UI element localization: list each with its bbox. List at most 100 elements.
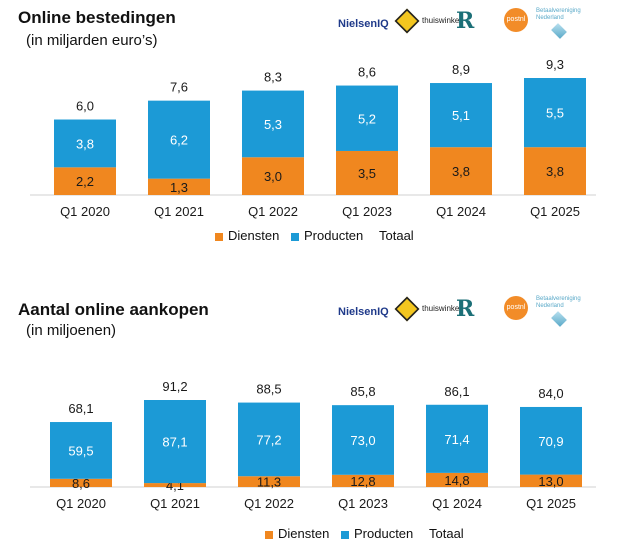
category-label: Q1 2024 — [436, 204, 486, 219]
chart-aantal-online-aankopen: 8,6 59,5 68,1 Q1 2020 4,1 87,1 91,2 Q1 2021 11,3… — [0, 290, 626, 558]
category-label: Q1 2025 — [530, 204, 580, 219]
total-label: 86,1 — [444, 384, 469, 399]
bar-diensten — [524, 147, 586, 195]
nielseniq-logo: NielsenIQ — [338, 18, 389, 30]
data-label: 87,1 — [162, 435, 187, 450]
bar-diensten — [54, 167, 116, 195]
chart-subtitle: (in miljoenen) — [26, 322, 117, 339]
legend-swatch — [341, 530, 349, 539]
betaalvereniging-logo: Betaalvereniging Nederland — [536, 296, 600, 327]
bar-diensten — [430, 147, 492, 195]
data-label: 12,8 — [350, 474, 375, 489]
nielseniq-logo: NielsenIQ — [338, 306, 389, 318]
total-label: 6,0 — [76, 99, 94, 114]
legend-item-producten: Producten — [291, 228, 363, 243]
data-label: 59,5 — [68, 443, 93, 458]
total-label: 7,6 — [170, 80, 188, 95]
data-label: 13,0 — [538, 474, 563, 489]
data-label: 8,6 — [72, 476, 90, 491]
bar-producten — [50, 422, 112, 479]
plot-area: 2,2 3,8 6,0 Q1 2020 1,3 6,2 7,6 Q1 2021 3,0 5,3 8,… — [30, 57, 596, 219]
bar-producten — [242, 90, 304, 158]
data-label: 2,2 — [76, 174, 94, 189]
bar-producten — [332, 405, 394, 475]
legend-item-producten: Producten — [341, 526, 413, 541]
data-label: 5,1 — [452, 108, 470, 123]
chart-subtitle: (in miljarden euro’s) — [26, 32, 158, 49]
data-label: 5,2 — [358, 111, 376, 126]
chart-online-bestedingen: 2,2 3,8 6,0 Q1 2020 1,3 6,2 7,6 Q1 2021 3,0 5,3 8,… — [0, 0, 626, 270]
retail-insiders-logo: R — [456, 8, 475, 34]
postnl-logo: postnl — [504, 8, 528, 32]
legend-swatch — [291, 232, 299, 241]
partner-logos: NielsenIQ thuiswinkel R postnl Betaalver… — [338, 296, 598, 330]
category-label: Q1 2022 — [248, 204, 298, 219]
bar-diensten — [242, 157, 304, 195]
data-label: 5,3 — [264, 117, 282, 132]
category-label: Q1 2024 — [432, 496, 482, 511]
data-label: 3,8 — [546, 164, 564, 179]
category-label: Q1 2025 — [526, 496, 576, 511]
diamond-icon — [551, 23, 567, 39]
total-label: 88,5 — [256, 382, 281, 397]
bar-producten — [144, 400, 206, 484]
category-label: Q1 2020 — [56, 496, 106, 511]
chart-title: Online bestedingen — [18, 8, 176, 27]
legend-item-totaal: Totaal — [429, 526, 464, 541]
legend-item-diensten: Diensten — [215, 228, 279, 243]
bar-diensten — [336, 150, 398, 195]
legend-item-totaal: Totaal — [379, 228, 414, 243]
cube-icon — [394, 296, 420, 322]
total-label: 9,3 — [546, 57, 564, 72]
diamond-icon — [551, 311, 567, 327]
bar-producten — [336, 85, 398, 151]
legend-swatch — [265, 530, 273, 539]
bar-producten — [524, 78, 586, 148]
postnl-logo: postnl — [504, 296, 528, 320]
category-label: Q1 2021 — [154, 204, 204, 219]
bar-diensten — [426, 472, 488, 487]
bar-diensten — [332, 474, 394, 487]
data-label: 3,8 — [76, 136, 94, 151]
total-label: 84,0 — [538, 386, 563, 401]
total-label: 8,9 — [452, 62, 470, 77]
retail-insiders-logo: R — [456, 296, 475, 322]
legend-swatch — [215, 232, 223, 241]
betaalvereniging-logo: Betaalvereniging Nederland — [536, 8, 600, 39]
total-label: 8,3 — [264, 70, 282, 85]
total-label: 85,8 — [350, 384, 375, 399]
legend-item-diensten: Diensten — [265, 526, 329, 541]
data-label: 1,3 — [170, 180, 188, 195]
data-label: 71,4 — [444, 432, 469, 447]
bar-producten — [238, 402, 300, 477]
data-label: 73,0 — [350, 433, 375, 448]
category-label: Q1 2023 — [342, 204, 392, 219]
cube-icon — [394, 8, 420, 34]
total-label: 68,1 — [68, 401, 93, 416]
bar-diensten — [238, 476, 300, 487]
category-label: Q1 2021 — [150, 496, 200, 511]
bar-diensten — [148, 178, 210, 195]
bar-producten — [54, 119, 116, 168]
data-label: 3,5 — [358, 166, 376, 181]
data-label: 14,8 — [444, 473, 469, 488]
thuiswinkel-logo: thuiswinkel — [394, 8, 461, 34]
chart-title: Aantal online aankopen — [18, 300, 209, 319]
data-label: 11,3 — [257, 475, 281, 490]
data-label: 70,9 — [538, 434, 563, 449]
data-label: 5,5 — [546, 106, 564, 121]
partner-logos: NielsenIQ thuiswinkel R postnl Betaalver… — [338, 8, 598, 42]
data-label: 77,2 — [256, 432, 281, 447]
category-label: Q1 2020 — [60, 204, 110, 219]
category-label: Q1 2023 — [338, 496, 388, 511]
bar-diensten — [50, 478, 112, 487]
thuiswinkel-logo: thuiswinkel — [394, 296, 461, 322]
bar-producten — [426, 404, 488, 473]
category-label: Q1 2022 — [244, 496, 294, 511]
total-label: 8,6 — [358, 65, 376, 80]
data-label: 3,0 — [264, 169, 282, 184]
bar-producten — [430, 83, 492, 148]
data-label: 6,2 — [170, 133, 188, 148]
bar-producten — [520, 406, 582, 475]
